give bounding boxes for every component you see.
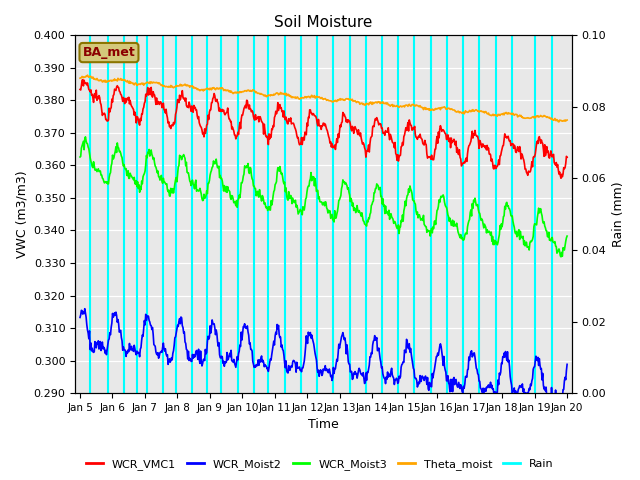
WCR_Moist2 — [211, 325, 219, 331]
WCR_VMC1 — [79, 77, 86, 83]
WCR_Moist3 — [211, 161, 219, 167]
Title: Soil Moisture: Soil Moisture — [275, 15, 372, 30]
WCR_Moist3 — [86, 150, 93, 156]
WCR_Moist2 — [558, 402, 566, 408]
WCR_Moist2 — [185, 358, 193, 363]
Theta_moist — [397, 104, 405, 109]
WCR_VMC1 — [557, 175, 565, 181]
Text: BA_met: BA_met — [83, 46, 135, 59]
Line: WCR_Moist3: WCR_Moist3 — [80, 137, 567, 257]
Line: WCR_VMC1: WCR_VMC1 — [80, 80, 567, 178]
WCR_Moist3 — [563, 233, 571, 239]
WCR_Moist2 — [136, 354, 143, 360]
WCR_Moist2 — [383, 376, 391, 382]
WCR_VMC1 — [76, 86, 84, 92]
Line: WCR_Moist2: WCR_Moist2 — [80, 309, 567, 405]
Theta_moist — [383, 100, 391, 106]
Y-axis label: Rain (mm): Rain (mm) — [612, 181, 625, 247]
WCR_VMC1 — [563, 155, 571, 160]
WCR_VMC1 — [383, 129, 391, 135]
WCR_Moist3 — [557, 254, 565, 260]
Theta_moist — [76, 75, 84, 81]
Theta_moist — [136, 82, 143, 87]
WCR_Moist3 — [185, 174, 193, 180]
Theta_moist — [185, 83, 193, 89]
WCR_Moist2 — [76, 314, 84, 320]
WCR_Moist2 — [397, 364, 405, 370]
WCR_Moist3 — [397, 217, 405, 223]
Theta_moist — [555, 119, 563, 125]
Theta_moist — [563, 117, 571, 123]
WCR_Moist2 — [563, 361, 571, 367]
WCR_VMC1 — [211, 93, 219, 99]
Theta_moist — [86, 73, 93, 79]
WCR_Moist3 — [383, 209, 391, 215]
WCR_Moist3 — [136, 190, 143, 195]
Theta_moist — [211, 86, 219, 92]
WCR_VMC1 — [136, 122, 143, 128]
WCR_VMC1 — [397, 144, 405, 150]
X-axis label: Time: Time — [308, 419, 339, 432]
Legend: WCR_VMC1, WCR_Moist2, WCR_Moist3, Theta_moist, Rain: WCR_VMC1, WCR_Moist2, WCR_Moist3, Theta_… — [82, 455, 558, 474]
WCR_Moist3 — [76, 154, 84, 160]
Theta_moist — [84, 72, 92, 78]
WCR_Moist3 — [82, 134, 90, 140]
WCR_VMC1 — [185, 99, 193, 105]
Y-axis label: VWC (m3/m3): VWC (m3/m3) — [15, 170, 28, 258]
Line: Theta_moist: Theta_moist — [80, 75, 567, 122]
WCR_Moist2 — [81, 306, 88, 312]
WCR_Moist2 — [86, 328, 93, 334]
WCR_VMC1 — [86, 87, 93, 93]
